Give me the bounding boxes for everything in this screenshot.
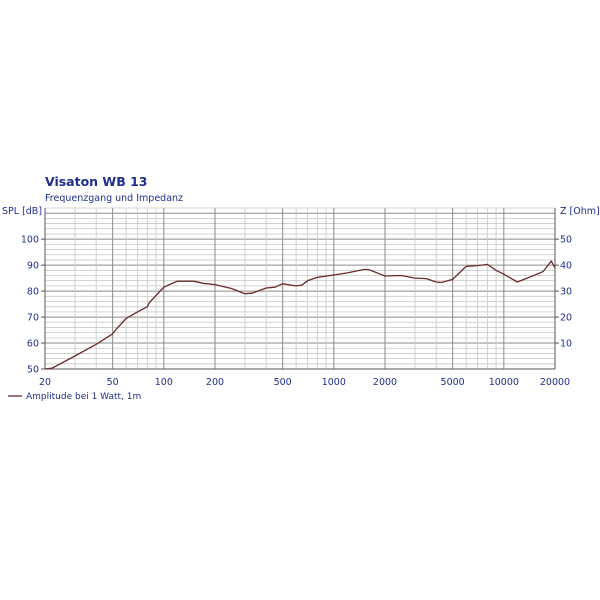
- ticks: 20 50 100 200 500 1000 2000 5000 10000 2000050607…: [21, 235, 572, 388]
- x-tick-label: 1000: [322, 377, 346, 388]
- y2-tick-label: 50: [560, 235, 572, 246]
- y2-tick-label: 30: [560, 287, 572, 298]
- y-tick-label: 60: [27, 339, 39, 350]
- x-tick-label: 5000: [441, 377, 465, 388]
- x-tick-label: 20: [39, 377, 51, 388]
- x-tick-label: 10000: [489, 377, 519, 388]
- y-axis-label: SPL [dB]: [2, 206, 42, 217]
- chart-subtitle: Frequenzgang und Impedanz: [45, 193, 183, 204]
- x-tick-label: 100: [155, 377, 173, 388]
- y2-axis-label: Z [Ohm]: [560, 206, 600, 217]
- y2-tick-label: 40: [560, 261, 572, 272]
- y-tick-label: 80: [27, 287, 39, 298]
- grid: [44, 207, 556, 370]
- y-tick-label: 70: [27, 313, 39, 324]
- x-tick-label: 2000: [373, 377, 397, 388]
- y2-tick-label: 10: [560, 339, 572, 350]
- y-tick-label: 50: [27, 365, 39, 376]
- x-tick-label: 20000: [540, 377, 570, 388]
- y2-tick-label: 20: [560, 313, 572, 324]
- y-tick-label: 90: [27, 261, 39, 272]
- x-tick-label: 200: [206, 377, 224, 388]
- y-tick-label: 100: [21, 235, 39, 246]
- x-tick-label: 500: [274, 377, 292, 388]
- legend-entry: Amplitude bei 1 Watt, 1m: [26, 392, 141, 402]
- x-tick-label: 50: [107, 377, 119, 388]
- chart-title: Visaton WB 13: [45, 174, 148, 189]
- series-line-amplitude: [44, 260, 556, 370]
